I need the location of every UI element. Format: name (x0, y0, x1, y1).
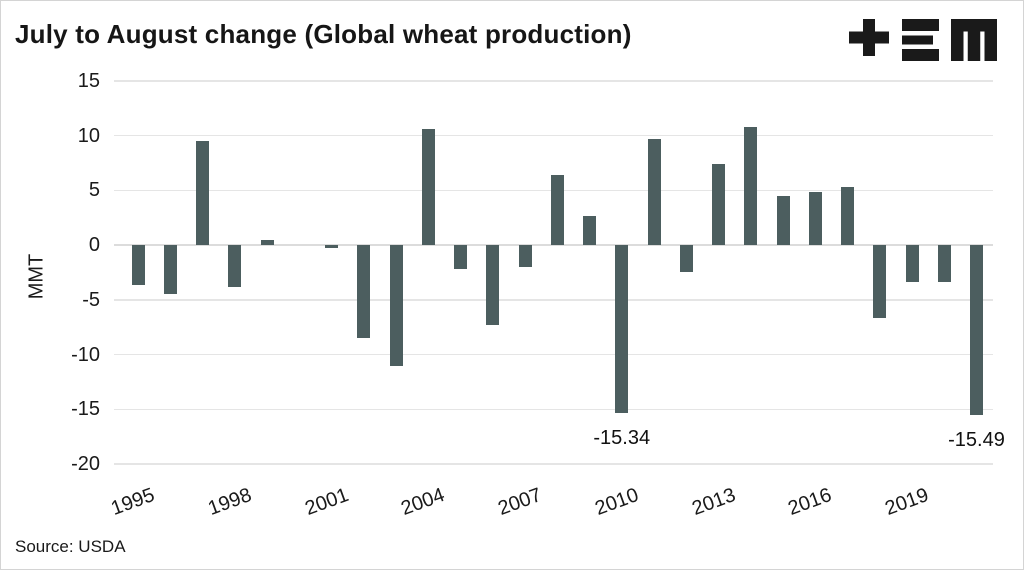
bar-2009 (583, 215, 596, 246)
bar-2014 (744, 126, 758, 246)
y-tick--10: -10 (71, 343, 100, 366)
y-tick-15: 15 (77, 70, 100, 92)
y-tick--5: -5 (82, 288, 100, 311)
x-tick-1995: 1995 (108, 484, 158, 520)
data-label-2021: -15.49 (948, 428, 1005, 451)
bar-2016 (808, 191, 822, 246)
bar-2007 (518, 245, 532, 268)
bar-2017 (841, 187, 854, 246)
x-tick-2004: 2004 (398, 484, 448, 520)
bar-2006 (486, 245, 500, 326)
bar-2011 (647, 138, 661, 246)
data-label-2010: -15.34 (593, 427, 651, 449)
bar-1998 (228, 245, 242, 287)
bar-2013 (712, 164, 725, 246)
y-tick-5: 5 (88, 179, 100, 202)
bar-2003 (389, 245, 403, 366)
bar-2008 (550, 175, 564, 246)
bar-2005 (454, 245, 467, 270)
plot-area (114, 80, 993, 465)
bar-1997 (196, 141, 209, 246)
x-tick-2013: 2013 (688, 484, 739, 520)
bar-2001 (325, 245, 338, 249)
bar-2019 (905, 245, 919, 283)
y-tick--15: -15 (71, 398, 100, 421)
y-tick--20: -20 (71, 453, 100, 475)
x-tick-2007: 2007 (495, 484, 545, 520)
gridline--15 (114, 408, 993, 410)
bar-2002 (357, 245, 371, 339)
x-tick-1998: 1998 (204, 484, 255, 520)
bar-2018 (873, 245, 887, 319)
source-note: Source: USDA (15, 537, 126, 556)
gridline--10 (114, 353, 993, 356)
bar-1995 (131, 245, 145, 285)
x-tick-2001: 2001 (301, 484, 352, 520)
gridline-15 (114, 80, 993, 82)
bar-1996 (163, 245, 177, 295)
x-tick-2010: 2010 (591, 484, 642, 520)
y-tick-10: 10 (77, 124, 100, 147)
bar-2015 (776, 195, 790, 246)
x-tick-2016: 2016 (785, 484, 835, 520)
bar-2021 (970, 245, 983, 415)
bar-2004 (421, 129, 435, 246)
chart-title: July to August change (Global wheat prod… (15, 19, 632, 49)
y-tick-0: 0 (88, 234, 100, 257)
x-tick-2019: 2019 (882, 484, 932, 520)
gridline--20 (114, 463, 993, 465)
gridline-10 (114, 135, 993, 137)
plus-three-bars-m-icon (849, 19, 997, 61)
bar-2020 (937, 245, 951, 283)
gridline-0 (114, 244, 993, 246)
brand-logo (849, 18, 997, 63)
gridline--5 (114, 299, 993, 301)
bar-2010 (615, 245, 629, 413)
bar-2012 (679, 245, 693, 273)
bar-1999 (260, 239, 274, 246)
